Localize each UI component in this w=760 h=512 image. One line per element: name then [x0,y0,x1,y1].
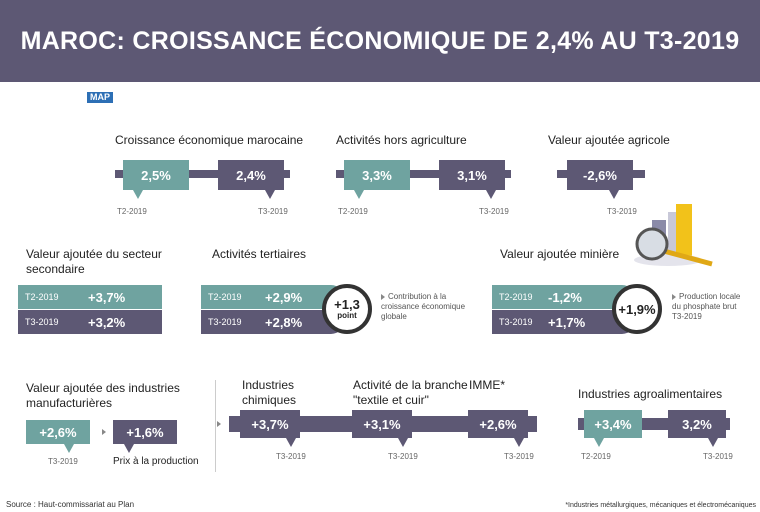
callout-tail [486,190,496,199]
callout-tail [124,444,134,453]
period-label: T2-2019 [581,452,611,461]
branch-label-imme: IMME* [469,378,505,392]
callout-tail [398,438,408,447]
value-box-prix-production: +1,6% [113,420,177,444]
table-row: T3-2019 +2,8% [201,310,345,334]
period-label: T3-2019 [388,452,418,461]
period-label: T3-2019 [479,207,509,216]
value-box-croissance-t3: 2,4% [218,160,284,190]
row-value: +2,9% [265,289,303,305]
period-label: T3-2019 [504,452,534,461]
value-box-imme: +2,6% [468,410,528,438]
row-value: +1,7% [548,314,586,330]
period-label: T3-2019 [208,317,242,327]
contribution-unit: point [337,311,357,320]
callout-tail [594,438,604,447]
phosphate-badge: +1,9% [612,284,662,334]
section-divider [215,380,216,472]
period-label: T3-2019 [25,317,59,327]
page-title: MAROC: CROISSANCE ÉCONOMIQUE DE 2,4% AU … [20,26,740,55]
prix-label: Prix à la production [113,456,199,467]
row-value: -1,2% [548,289,582,305]
callout-tail [64,444,74,453]
value-box-agro-t2: +3,4% [584,410,642,438]
value-box-hors-agri-t2: 3,3% [344,160,410,190]
magnifier-chart-icon [634,204,713,267]
value-box-chimiques: +3,7% [240,410,300,438]
period-label: T3-2019 [48,457,78,466]
row-value: +3,2% [88,314,126,330]
value-box-agro-t3: 3,2% [668,410,726,438]
row-value: +2,8% [265,314,303,330]
phosphate-note: Production locale du phosphate brut T3-2… [672,292,741,321]
contribution-value: +1,3 [334,297,360,312]
phosphate-value: +1,9% [618,301,656,317]
footnote: *Industries métallurgiques, mécaniques e… [565,502,756,509]
chart-title-hors-agriculture: Activités hors agriculture [336,133,467,147]
value-box-hors-agri-t3: 3,1% [439,160,505,190]
period-label: T3-2019 [276,452,306,461]
source-note: Source : Haut-commissariat au Plan [6,500,135,509]
period-label: T2-2019 [208,292,242,302]
arrow-right-icon [217,421,221,427]
period-label: T3-2019 [499,317,533,327]
callout-tail [609,190,619,199]
value-box-manuf-t3: +2,6% [26,420,90,444]
branch-label-chimiques: Industries chimiques [242,378,297,407]
table-row: T2-2019 +3,7% [18,285,162,309]
chart-title-agricole: Valeur ajoutée agricole [548,133,670,147]
chart-title-croissance: Croissance économique marocaine [115,133,304,147]
period-label: T3-2019 [258,207,288,216]
value-box-croissance-t2: 2,5% [123,160,189,190]
period-label: T3-2019 [703,452,733,461]
map-logo: MAP [87,92,113,103]
table-row: T3-2019 +3,2% [18,310,162,334]
callout-tail [133,190,143,199]
branch-label-textile: Activité de la branche "textile et cuir" [353,378,468,407]
callout-tail [354,190,364,199]
bar-track-hors-agriculture [336,170,511,178]
callout-tail [514,438,524,447]
row-value: +3,7% [88,289,126,305]
table-row: T2-2019 +2,9% [201,285,345,309]
chart-title-manufacturieres: Valeur ajoutée des industries manufactur… [26,381,180,410]
arrow-right-icon [102,429,106,435]
callout-tail [265,190,275,199]
period-label: T2-2019 [117,207,147,216]
period-label: T2-2019 [338,207,368,216]
period-label: T2-2019 [25,292,59,302]
chart-title-agroalimentaires: Industries agroalimentaires [578,387,723,401]
callout-tail [708,438,718,447]
chart-title-miniere: Valeur ajoutée minière [500,247,620,261]
contribution-badge: +1,3 point [322,284,372,334]
bar-track-croissance [115,170,290,178]
chart-title-secondaire: Valeur ajoutée du secteur secondaire [26,247,162,276]
value-box-textile: +3,1% [352,410,412,438]
contribution-note: Contribution à la croissance économique … [381,292,466,321]
period-label: T2-2019 [499,292,533,302]
period-label: T3-2019 [607,207,637,216]
callout-tail [286,438,296,447]
chart-title-tertiaires: Activités tertiaires [212,247,307,261]
header-banner: MAROC: CROISSANCE ÉCONOMIQUE DE 2,4% AU … [0,0,760,82]
value-box-agricole-t3: -2,6% [567,160,633,190]
